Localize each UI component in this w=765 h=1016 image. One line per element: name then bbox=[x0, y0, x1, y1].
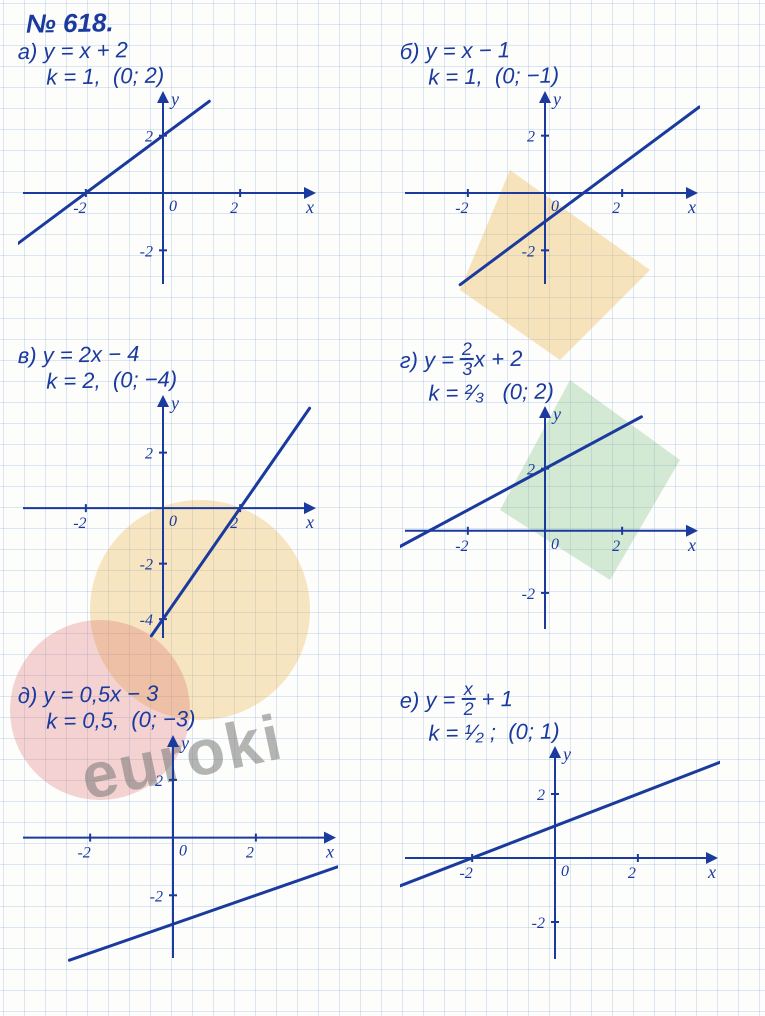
panel-b-label: б) y = x − 1 k = 1, (0; −1) bbox=[400, 33, 761, 92]
chart-g: xy-202-22 bbox=[400, 404, 700, 634]
panel-a-label: а) y = x + 2 k = 1, (0; 2) bbox=[18, 33, 379, 92]
svg-text:-2: -2 bbox=[459, 865, 472, 882]
svg-text:-2: -2 bbox=[140, 243, 153, 260]
svg-text:y: y bbox=[169, 393, 179, 413]
svg-text:y: y bbox=[179, 733, 189, 753]
svg-text:0: 0 bbox=[169, 513, 177, 530]
svg-text:-2: -2 bbox=[455, 538, 468, 555]
svg-text:-2: -2 bbox=[522, 243, 535, 260]
svg-text:-2: -2 bbox=[140, 556, 153, 573]
svg-text:y: y bbox=[169, 89, 179, 109]
chart-e: x y -2 0 2 -2 2 bbox=[400, 744, 720, 964]
problem-number: № 618. bbox=[26, 7, 114, 40]
panel-g-label: г) y = 23x + 2 k = ²∕₃ (0; 2) bbox=[399, 337, 760, 408]
svg-text:-2: -2 bbox=[150, 888, 163, 905]
svg-text:x: x bbox=[305, 512, 314, 532]
panel-g: г) y = 23x + 2 k = ²∕₃ (0; 2) xy-202-22 bbox=[400, 340, 760, 634]
panel-d: д) y = 0,5x − 3 k = 0,5, (0; −3) x y -2 0 2 -… bbox=[18, 680, 378, 963]
svg-text:y: y bbox=[551, 404, 561, 424]
svg-text:x: x bbox=[687, 535, 696, 555]
chart-v: xy-202-4-22 bbox=[18, 393, 318, 643]
svg-text:x: x bbox=[687, 197, 696, 217]
svg-text:-4: -4 bbox=[140, 612, 153, 629]
svg-text:0: 0 bbox=[551, 536, 559, 553]
svg-text:0: 0 bbox=[179, 842, 187, 859]
svg-text:2: 2 bbox=[628, 865, 636, 882]
chart-a: xy-202-22 bbox=[18, 89, 318, 289]
page: № 618. а) y = x + 2 k = 1, (0; 2) x y -2 0 2… bbox=[0, 0, 765, 1016]
svg-text:2: 2 bbox=[230, 200, 238, 217]
svg-text:2: 2 bbox=[612, 200, 620, 217]
svg-text:x: x bbox=[305, 197, 314, 217]
panel-v: в) y = 2x − 4 k = 2, (0; −4) xy-202-4-22 bbox=[18, 340, 378, 643]
svg-text:2: 2 bbox=[612, 538, 620, 555]
svg-text:-2: -2 bbox=[522, 586, 535, 603]
svg-text:2: 2 bbox=[145, 445, 153, 462]
chart-d: x y -2 0 2 -2 2 bbox=[18, 733, 338, 963]
svg-text:2: 2 bbox=[155, 773, 163, 790]
svg-text:x: x bbox=[707, 862, 716, 882]
svg-text:2: 2 bbox=[246, 844, 254, 861]
svg-text:-2: -2 bbox=[532, 915, 545, 932]
chart-b: xy-202-22 bbox=[400, 89, 700, 289]
svg-text:-2: -2 bbox=[455, 200, 468, 217]
svg-text:0: 0 bbox=[169, 198, 177, 215]
svg-text:y: y bbox=[561, 744, 571, 764]
panel-v-label: в) y = 2x − 4 k = 2, (0; −4) bbox=[18, 337, 379, 396]
svg-text:x: x bbox=[325, 841, 334, 861]
svg-text:2: 2 bbox=[527, 128, 535, 145]
svg-text:-2: -2 bbox=[77, 844, 90, 861]
svg-text:y: y bbox=[551, 89, 561, 109]
panel-e-label: е) y = x2 + 1 k = ¹∕₂ ; (0; 1) bbox=[399, 677, 760, 748]
panel-e: е) y = x2 + 1 k = ¹∕₂ ; (0; 1) x y -2 0 2 -2 2 bbox=[400, 680, 760, 964]
svg-text:2: 2 bbox=[537, 787, 545, 804]
panel-a: а) y = x + 2 k = 1, (0; 2) xy-202-22 bbox=[18, 36, 378, 289]
panel-b: б) y = x − 1 k = 1, (0; −1) xy-202-22 bbox=[400, 36, 760, 289]
svg-text:-2: -2 bbox=[73, 515, 86, 532]
svg-text:0: 0 bbox=[561, 863, 569, 880]
panel-d-label: д) y = 0,5x − 3 k = 0,5, (0; −3) bbox=[18, 677, 379, 736]
